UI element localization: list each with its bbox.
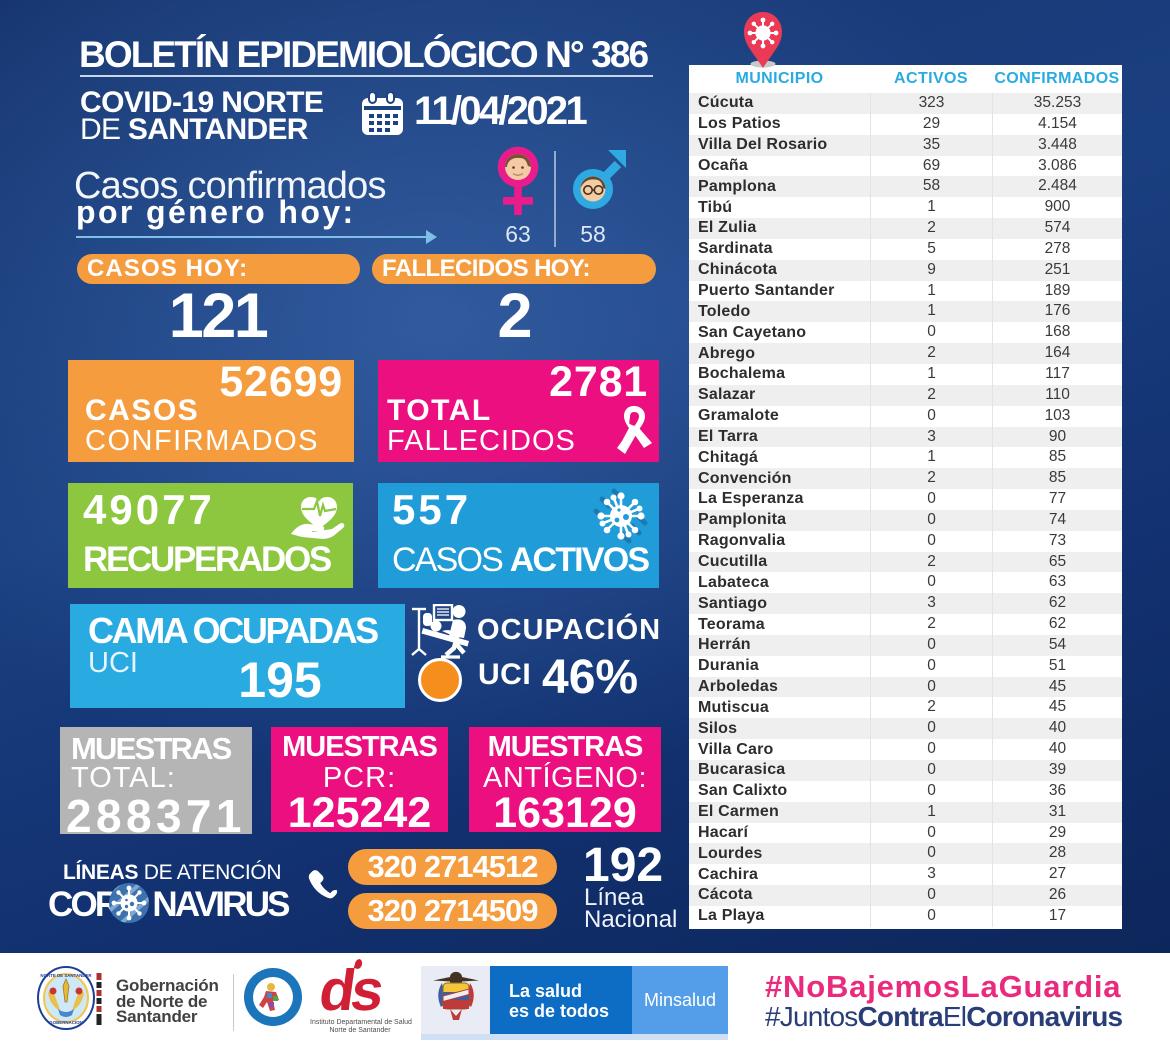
svg-text:NORTE DE SANTANDER: NORTE DE SANTANDER (40, 973, 92, 978)
svg-text:GOBERNACION: GOBERNACION (49, 1020, 82, 1025)
